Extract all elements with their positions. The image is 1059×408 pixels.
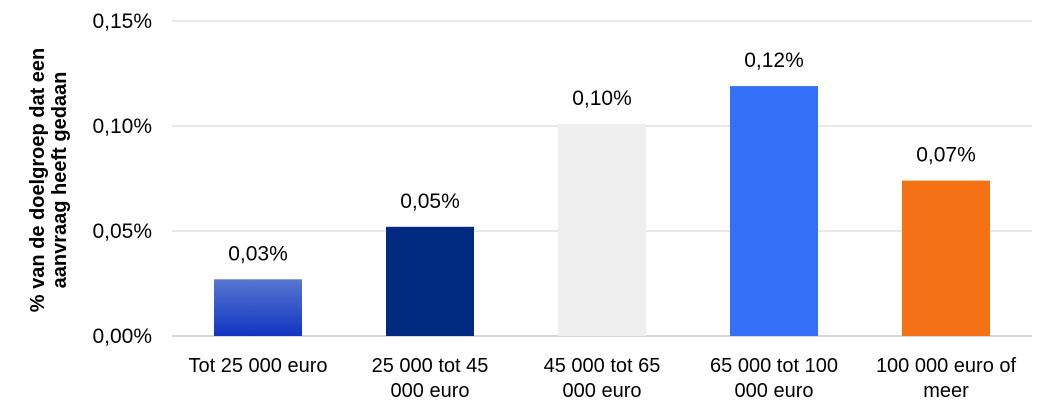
- bars: [214, 86, 990, 337]
- x-category-label: 100 000 euro of meer: [876, 355, 1017, 402]
- data-label: 0,12%: [744, 49, 804, 72]
- bar: [386, 226, 474, 336]
- data-label: 0,05%: [400, 190, 460, 213]
- x-category-label: 45 000 tot 65 000 euro: [544, 355, 661, 402]
- data-label: 0,10%: [572, 87, 632, 110]
- x-category-label: 65 000 tot 100 000 euro: [710, 355, 838, 402]
- y-tick-label: 0,00%: [92, 325, 152, 348]
- y-axis-title: % van de doelgroep dat eenaanvraag heeft…: [27, 48, 71, 313]
- bar: [730, 86, 818, 336]
- x-category-label: 25 000 tot 45 000 euro: [372, 355, 489, 402]
- bar: [558, 123, 646, 337]
- y-axis-title-text: % van de doelgroep dat eenaanvraag heeft…: [27, 48, 71, 313]
- data-labels: 0,03% 0,05% 0,10% 0,12% 0,07%: [228, 49, 976, 265]
- bar: [902, 180, 990, 336]
- data-label: 0,07%: [916, 144, 976, 167]
- y-tick-label: 0,05%: [92, 220, 152, 243]
- y-tick-label: 0,15%: [92, 10, 152, 33]
- x-category-label: Tot 25 000 euro: [189, 355, 328, 377]
- bar: [214, 279, 302, 336]
- y-tick-label: 0,10%: [92, 115, 152, 138]
- y-axis-ticks: 0,00% 0,05% 0,10% 0,15%: [92, 10, 152, 348]
- x-axis-categories: Tot 25 000 euro 25 000 tot 45 000 euro 45 0…: [189, 355, 1017, 402]
- data-label: 0,03%: [228, 242, 288, 265]
